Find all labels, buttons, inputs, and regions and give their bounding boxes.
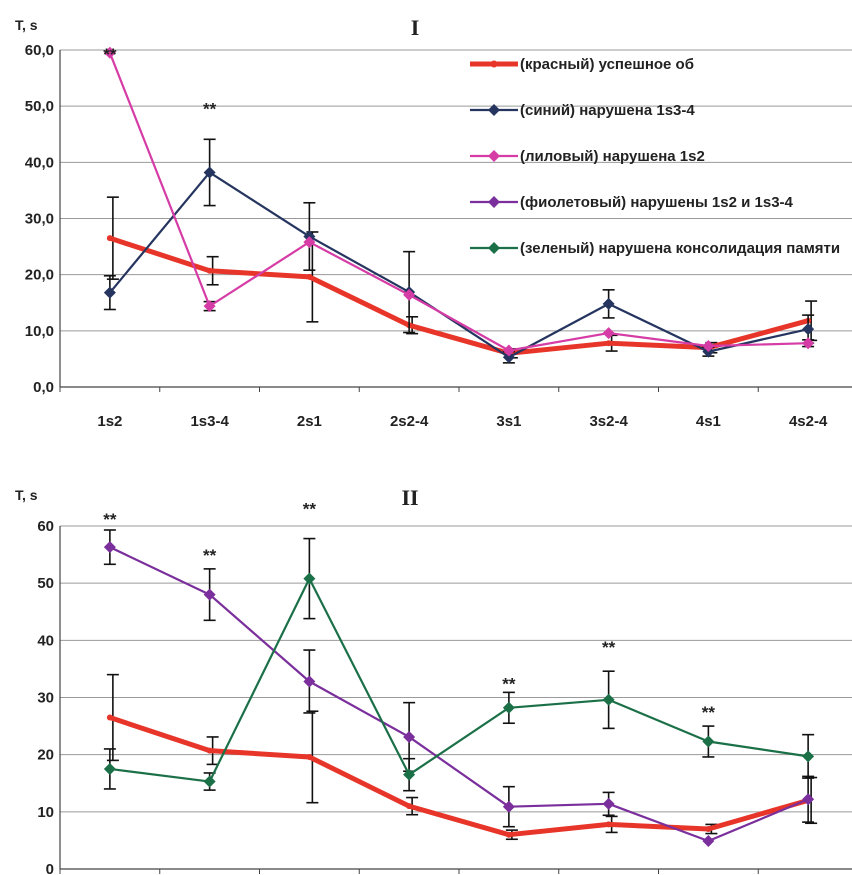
y-tick-label: 0,0 [33, 379, 54, 396]
data-point [605, 340, 612, 347]
series-line [109, 546, 809, 843]
data-point [206, 747, 213, 754]
significance-marker: ** [103, 45, 117, 64]
data-point [203, 300, 216, 313]
legend-label: (зеленый) нарушена консолидация памяти [520, 240, 840, 257]
data-point [802, 323, 815, 336]
x-tick-label: 2s1 [297, 413, 322, 430]
y-tick-label: 60,0 [25, 42, 54, 59]
y-tick-label: 40 [37, 632, 54, 649]
legend-marker [488, 196, 500, 208]
data-point [103, 46, 116, 59]
data-point [705, 825, 712, 832]
data-point [502, 344, 515, 357]
data-point [303, 236, 316, 249]
x-tick-label: 4s2-4 [789, 413, 828, 430]
legend-label: (фиолетовый) нарушены 1s2 и 1s3-4 [520, 194, 794, 211]
data-point [602, 297, 615, 310]
significance-marker: ** [502, 674, 516, 693]
data-point [203, 775, 216, 788]
significance-marker: ** [103, 510, 117, 529]
data-point [802, 337, 815, 350]
x-tick-label: 3s1 [496, 413, 521, 430]
y-tick-label: 20,0 [25, 267, 54, 284]
y-tick-label: 20 [37, 747, 54, 764]
data-point [303, 675, 316, 688]
x-tick-label: 1s3-4 [190, 413, 229, 430]
data-point [406, 803, 413, 810]
series-line [109, 577, 809, 783]
data-point [206, 267, 213, 274]
data-point [502, 701, 515, 714]
data-point [103, 286, 116, 299]
legend-label: (синий) нарушена 1s3-4 [520, 102, 695, 119]
y-tick-label: 30,0 [25, 211, 54, 228]
significance-marker: ** [303, 500, 317, 519]
y-tick-label: 60 [37, 518, 54, 535]
data-point [403, 768, 416, 781]
data-point [103, 541, 116, 554]
data-point [203, 166, 216, 179]
data-point [702, 339, 715, 352]
data-point [505, 831, 512, 838]
significance-marker: ** [702, 703, 716, 722]
data-point [106, 714, 113, 721]
data-point [303, 572, 316, 585]
chart-title: I [411, 15, 420, 40]
data-point [702, 834, 715, 847]
significance-marker: ** [203, 99, 217, 118]
series-line [109, 715, 809, 838]
y-tick-label: 40,0 [25, 154, 54, 171]
x-tick-label: 1s2 [97, 413, 122, 430]
y-tick-label: 50 [37, 575, 54, 592]
y-tick-label: 10 [37, 804, 54, 821]
significance-marker: ** [203, 546, 217, 565]
legend-marker [488, 242, 500, 254]
y-tick-label: 30 [37, 690, 54, 707]
legend-label: (красный) успешное об [520, 56, 694, 73]
data-point [403, 288, 416, 301]
y-axis-label: T, s [15, 487, 38, 503]
data-point [602, 327, 615, 340]
data-point [403, 730, 416, 743]
significance-marker: ** [602, 638, 616, 657]
x-tick-label: 4s1 [696, 413, 721, 430]
data-point [502, 351, 515, 364]
series-line [109, 235, 809, 356]
series-line [108, 52, 809, 352]
y-tick-label: 0 [46, 861, 54, 875]
data-point [802, 793, 815, 806]
chart-title: II [401, 485, 418, 510]
data-point [106, 235, 113, 242]
data-point [306, 273, 313, 280]
y-axis-label: T, s [15, 17, 38, 33]
data-point [502, 800, 515, 813]
data-point [203, 588, 216, 601]
data-point [702, 735, 715, 748]
x-tick-label: 2s2-4 [390, 413, 429, 430]
data-point [802, 750, 815, 763]
data-point [103, 762, 116, 775]
data-point [306, 753, 313, 760]
data-point [602, 693, 615, 706]
data-point [605, 821, 612, 828]
legend-label: (лиловый) нарушена 1s2 [520, 148, 705, 165]
legend-marker [488, 150, 500, 162]
data-point [602, 797, 615, 810]
y-tick-label: 10,0 [25, 323, 54, 340]
x-tick-label: 3s2-4 [589, 413, 628, 430]
y-tick-label: 50,0 [25, 98, 54, 115]
legend-marker [490, 60, 498, 68]
legend-marker [488, 104, 500, 116]
